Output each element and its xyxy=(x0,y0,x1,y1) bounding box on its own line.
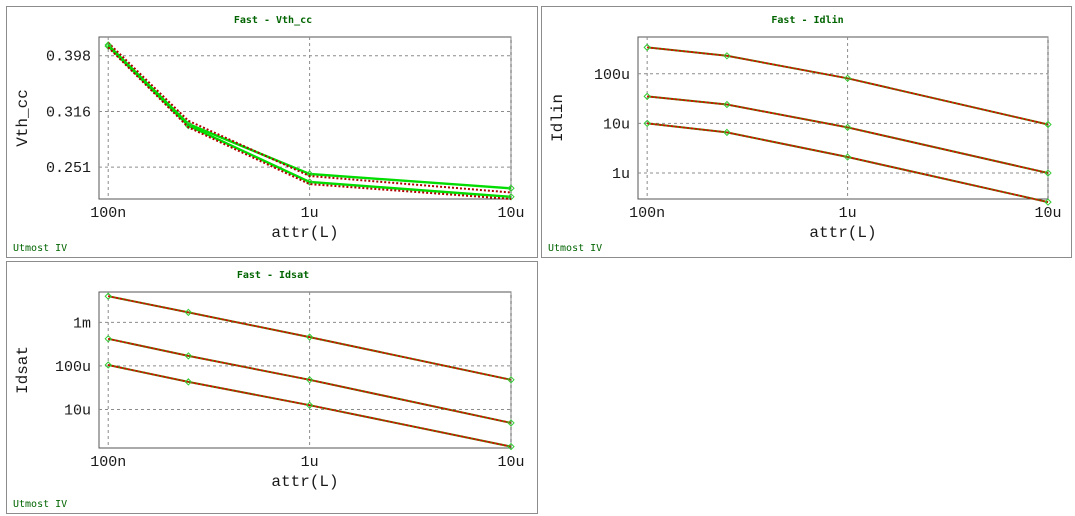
chart-title: Fast - Idlin xyxy=(771,14,843,26)
plot-frame xyxy=(98,291,512,449)
data-point xyxy=(305,333,314,341)
x-tick-label: 100n xyxy=(90,454,126,471)
x-tick-label: 10u xyxy=(497,205,524,222)
chart-panel-idlin: Fast - Idlin 100n 1u 10u 1u 10u 100u attr(L) Idl… xyxy=(541,6,1072,258)
chart-panel-idsat: Fast - Idsat 100n 1u 10u 10u 100u 1m attr(L) Ids… xyxy=(6,261,538,514)
data-point xyxy=(723,100,731,109)
y-tick-label: 0.398 xyxy=(46,49,91,66)
data-point xyxy=(843,153,852,161)
y-tick-label: 10u xyxy=(64,402,91,419)
data-point xyxy=(507,193,515,201)
plot-frame xyxy=(637,36,1049,200)
data-point xyxy=(643,119,651,128)
data-point xyxy=(643,43,651,52)
data-point xyxy=(723,128,731,137)
data-point xyxy=(184,378,193,386)
data-point xyxy=(643,92,651,101)
data-point xyxy=(104,361,112,369)
brand-label: Utmost IV xyxy=(13,243,67,254)
data-point xyxy=(1044,120,1052,129)
x-tick-label: 1u xyxy=(839,205,857,222)
y-tick-label: 1u xyxy=(612,166,630,183)
data-point xyxy=(305,376,314,384)
y-axis-label: Idlin xyxy=(549,94,567,142)
x-tick-label: 100n xyxy=(629,205,665,222)
series-line-overlay xyxy=(647,46,1049,126)
series-line-overlay xyxy=(108,364,512,448)
data-point xyxy=(507,419,515,427)
data-point xyxy=(843,74,852,83)
series-line xyxy=(107,45,512,198)
chart-title: Fast - Vth_cc xyxy=(234,15,312,26)
brand-label: Utmost IV xyxy=(13,499,67,510)
series-line-overlay xyxy=(108,338,512,424)
data-point xyxy=(507,442,515,451)
data-point xyxy=(723,52,731,60)
data-point xyxy=(184,352,193,360)
data-point xyxy=(104,335,112,343)
y-tick-label: 10u xyxy=(603,116,630,133)
chart-title: Fast - Idsat xyxy=(237,270,309,281)
y-axis-label: Idsat xyxy=(14,346,32,394)
data-point xyxy=(843,123,852,132)
x-axis-label: attr(L) xyxy=(809,224,876,242)
x-axis-label: attr(L) xyxy=(271,473,338,491)
data-point xyxy=(104,292,112,300)
y-tick-label: 0.316 xyxy=(46,104,91,121)
series-line-overlay xyxy=(647,122,1049,203)
chart-panel-vth: Fast - Vth_cc 100n 1u 10u 0.251 0.316 0.398 att… xyxy=(6,6,538,258)
x-tick-label: 1u xyxy=(301,454,319,471)
x-axis-label: attr(L) xyxy=(271,224,338,242)
series-line xyxy=(107,46,512,200)
y-tick-label: 1m xyxy=(73,315,91,332)
brand-label: Utmost IV xyxy=(548,243,602,254)
y-tick-label: 0.251 xyxy=(46,160,91,177)
data-point xyxy=(184,308,193,317)
series-line-overlay xyxy=(647,95,1049,174)
data-point xyxy=(1044,169,1052,177)
y-tick-label: 100u xyxy=(594,67,630,84)
chart-vth: Fast - Vth_cc 100n 1u 10u 0.251 0.316 0.398 att… xyxy=(13,15,525,254)
data-point xyxy=(507,184,515,192)
data-point xyxy=(507,376,515,384)
chart-idsat: Fast - Idsat 100n 1u 10u 10u 100u 1m attr(L) Ids… xyxy=(13,270,525,510)
x-tick-label: 100n xyxy=(90,205,126,222)
data-point xyxy=(1044,198,1052,206)
y-tick-label: 100u xyxy=(55,359,91,376)
x-tick-label: 1u xyxy=(301,205,319,222)
series-line-overlay xyxy=(108,295,512,381)
x-tick-label: 10u xyxy=(1034,205,1061,222)
x-tick-label: 10u xyxy=(497,454,524,471)
data-point xyxy=(305,178,314,186)
chart-idlin: Fast - Idlin 100n 1u 10u 1u 10u 100u attr(L) Idl… xyxy=(548,14,1062,254)
y-axis-label: Vth_cc xyxy=(14,89,32,147)
data-point xyxy=(305,401,314,409)
data-point xyxy=(104,42,112,50)
